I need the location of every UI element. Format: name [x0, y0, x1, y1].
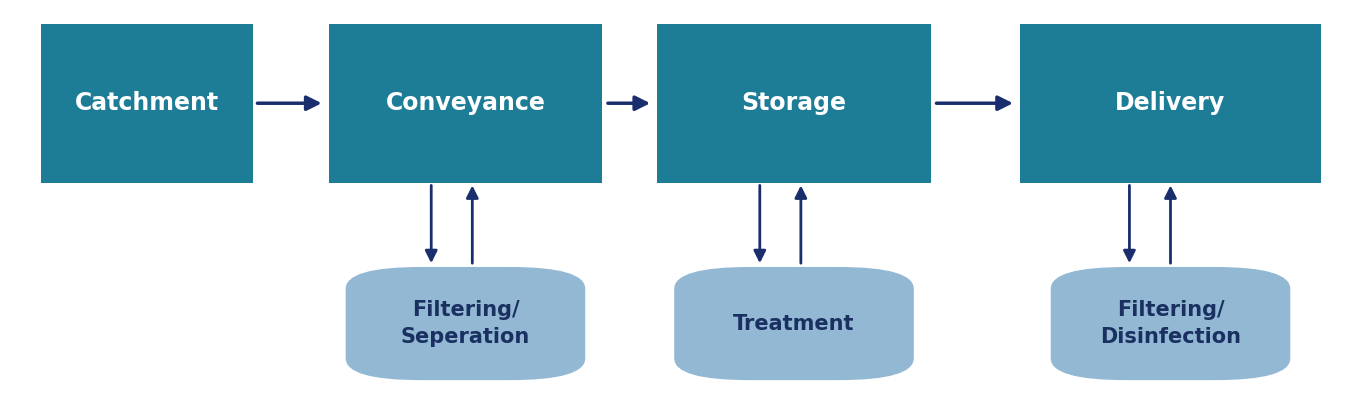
FancyBboxPatch shape	[1051, 267, 1290, 380]
Text: Catchment: Catchment	[75, 91, 219, 115]
Text: Filtering/
Disinfection: Filtering/ Disinfection	[1101, 301, 1240, 347]
FancyBboxPatch shape	[674, 267, 914, 380]
Text: Filtering/
Seperation: Filtering/ Seperation	[401, 301, 530, 347]
Text: Treatment: Treatment	[734, 314, 854, 333]
FancyBboxPatch shape	[329, 24, 602, 183]
Text: Delivery: Delivery	[1116, 91, 1225, 115]
FancyBboxPatch shape	[1020, 24, 1321, 183]
FancyBboxPatch shape	[657, 24, 931, 183]
FancyBboxPatch shape	[346, 267, 586, 380]
FancyBboxPatch shape	[41, 24, 253, 183]
Text: Conveyance: Conveyance	[386, 91, 545, 115]
Text: Storage: Storage	[742, 91, 846, 115]
